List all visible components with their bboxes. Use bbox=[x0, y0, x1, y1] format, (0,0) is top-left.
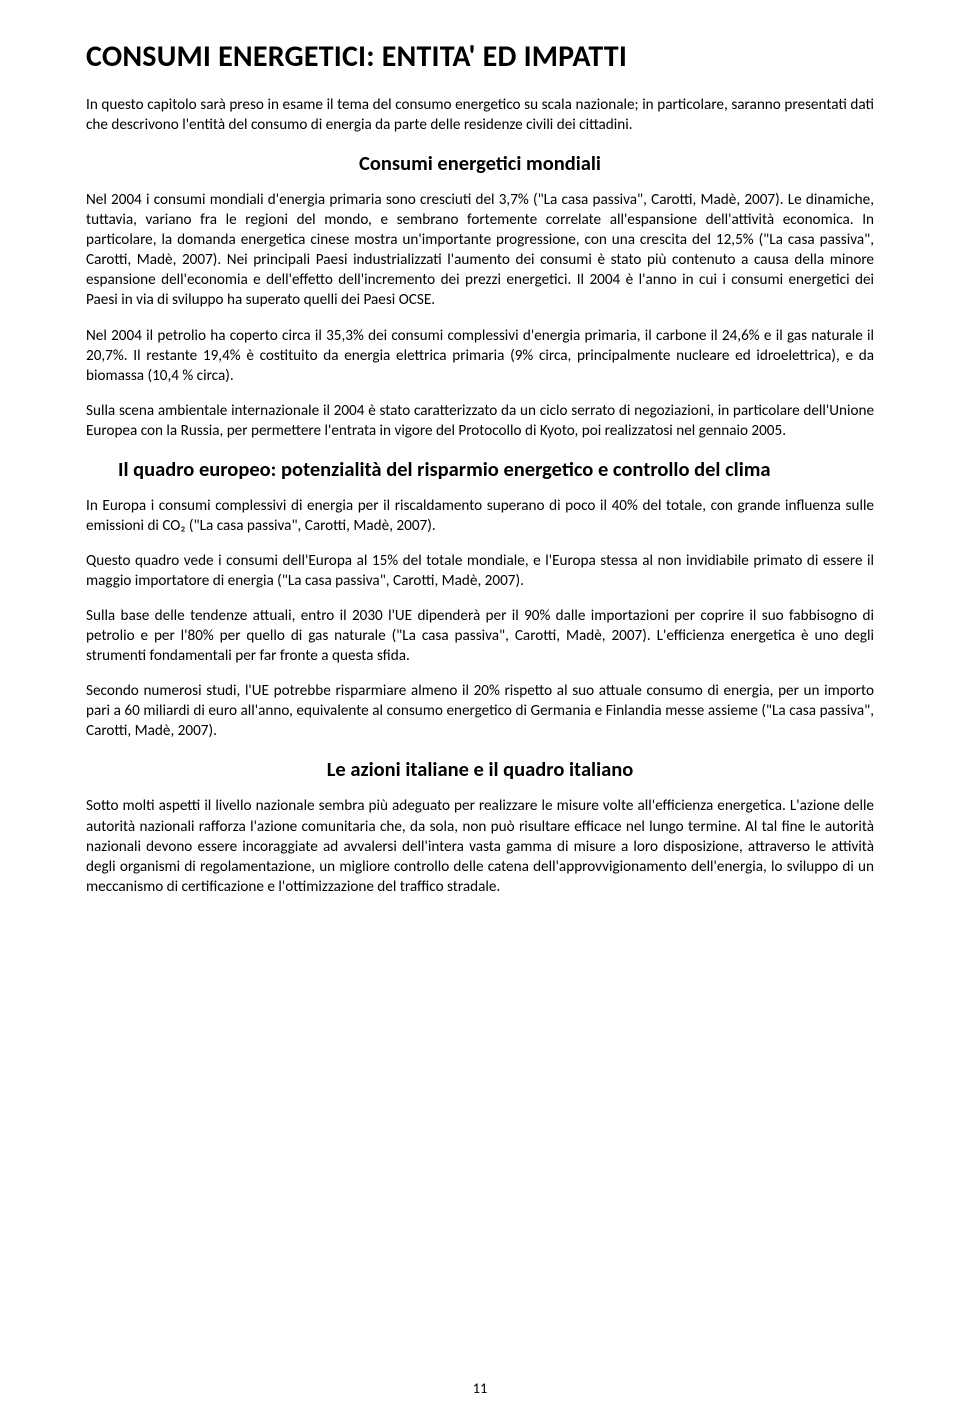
document-page: CONSUMI ENERGETICI: ENTITA' ED IMPATTI I… bbox=[0, 0, 960, 1421]
page-number: 11 bbox=[0, 1379, 960, 1397]
intro-paragraph: In questo capitolo sarà preso in esame i… bbox=[86, 95, 874, 135]
paragraph-italiano-1: Sotto molti aspetti il livello nazionale… bbox=[86, 796, 874, 896]
paragraph-europeo-1: In Europa i consumi complessivi di energ… bbox=[86, 496, 874, 536]
paragraph-mondiali-1: Nel 2004 i consumi mondiali d'energia pr… bbox=[86, 190, 874, 310]
heading-italiano: Le azioni italiane e il quadro italiano bbox=[86, 756, 874, 782]
paragraph-mondiali-2: Nel 2004 il petrolio ha coperto circa il… bbox=[86, 326, 874, 386]
paragraph-europeo-2: Questo quadro vede i consumi dell'Europa… bbox=[86, 551, 874, 591]
page-title: CONSUMI ENERGETICI: ENTITA' ED IMPATTI bbox=[86, 38, 874, 75]
paragraph-europeo-3: Sulla base delle tendenze attuali, entro… bbox=[86, 606, 874, 666]
paragraph-europeo-4: Secondo numerosi studi, l'UE potrebbe ri… bbox=[86, 681, 874, 741]
paragraph-mondiali-3: Sulla scena ambientale internazionale il… bbox=[86, 401, 874, 441]
heading-europeo: Il quadro europeo: potenzialità del risp… bbox=[118, 456, 874, 482]
heading-mondiali: Consumi energetici mondiali bbox=[86, 150, 874, 176]
